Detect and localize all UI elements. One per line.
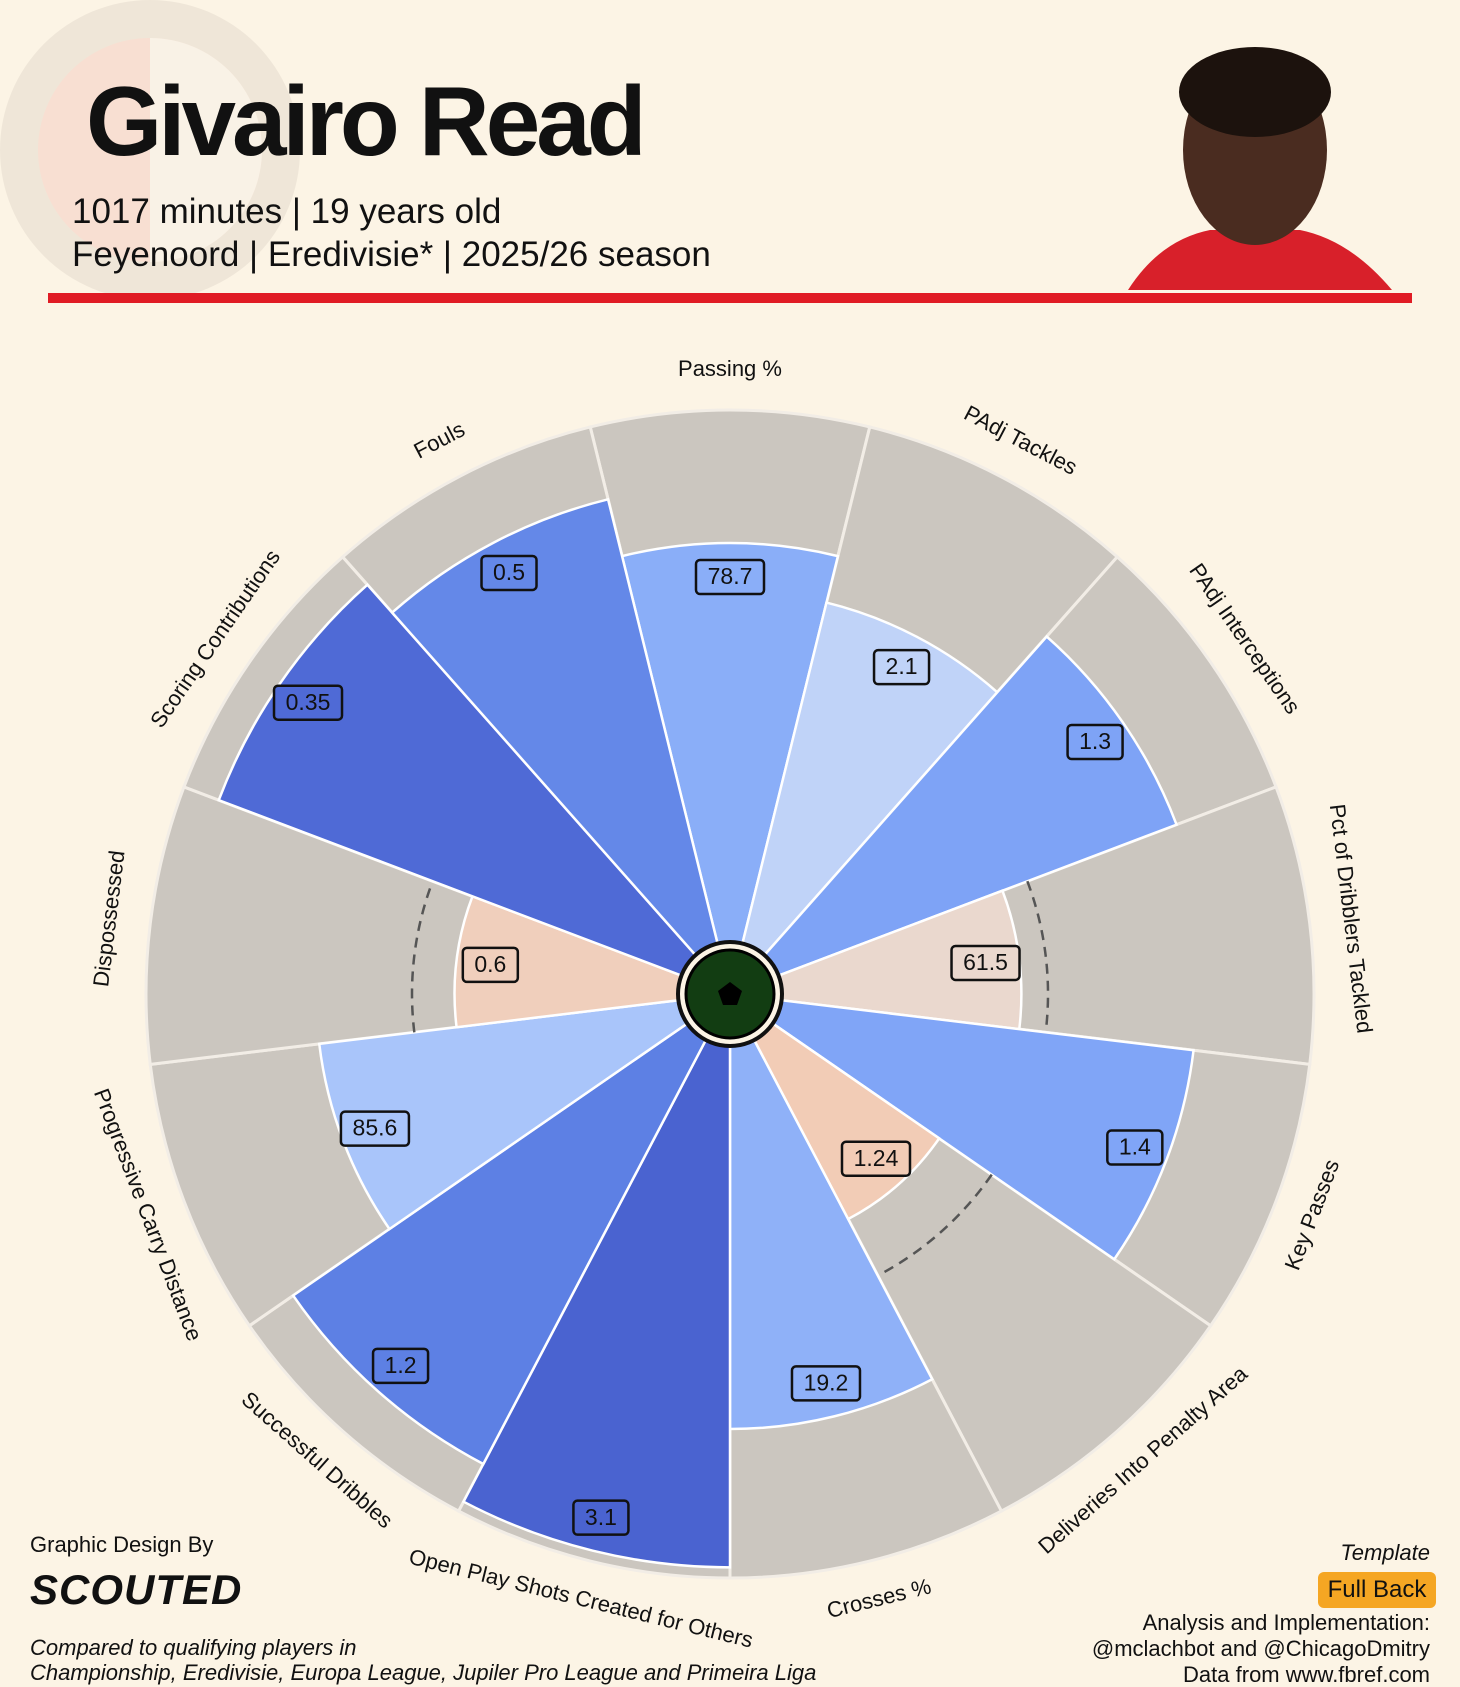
stat-box (950, 944, 1021, 982)
stat-label: 61.5 (963, 949, 1008, 975)
stat-box (790, 1365, 862, 1402)
header-rule (48, 293, 1412, 303)
stat-box (371, 1347, 430, 1385)
stat-label: 1.3 (1079, 728, 1111, 754)
stat-label: 1.2 (385, 1352, 417, 1378)
brand: SCOUTED (30, 1566, 242, 1613)
stat-label: 3.1 (585, 1504, 617, 1530)
credit: Graphic Design By (30, 1532, 213, 1557)
category-label: Passing % (678, 356, 782, 381)
stat-box (1106, 1129, 1164, 1166)
stat-label: 0.35 (286, 689, 331, 715)
stat-box (339, 1110, 411, 1147)
analysis: Analysis and Implementation: (1143, 1610, 1430, 1635)
analysis: Data from www.fbref.com (1183, 1662, 1430, 1687)
stat-box (1066, 723, 1124, 761)
stat-label: 85.6 (353, 1115, 398, 1141)
reference-arc (410, 880, 434, 1033)
stat-box (572, 1499, 630, 1536)
analysis: @mclachbot and @ChicagoDmitry (1092, 1636, 1430, 1661)
stat-box (480, 554, 538, 592)
stat-label: 0.6 (474, 951, 506, 977)
reference-arc (877, 1173, 993, 1277)
stat-box (840, 1140, 912, 1178)
subtitle: 1017 minutes | 19 years old (72, 192, 501, 231)
club-logo (0, 0, 300, 300)
template: Full Back (1328, 1576, 1428, 1603)
stat-box (461, 946, 520, 984)
player-photo (1128, 47, 1392, 290)
template-badge (1318, 1572, 1436, 1608)
note: Championship, Eredivisie, Europa League,… (30, 1660, 816, 1685)
stat-label: 1.24 (854, 1145, 899, 1171)
stat-label: 2.1 (886, 653, 918, 679)
stat-label: 78.7 (708, 563, 753, 589)
hub-pattern (718, 982, 742, 1005)
stat-label: 0.5 (493, 559, 525, 585)
stat-box (272, 684, 344, 721)
note: Compared to qualifying players in (30, 1635, 357, 1660)
stat-box (694, 558, 766, 596)
title: Givairo Read (86, 66, 643, 176)
stat-label: 19.2 (804, 1369, 849, 1395)
reference-arc (1026, 880, 1050, 1033)
stat-box (872, 648, 931, 686)
template-label: Template (1340, 1540, 1430, 1565)
stat-label: 1.4 (1119, 1134, 1151, 1160)
subtitle: Feyenoord | Eredivisie* | 2025/26 season (72, 235, 711, 274)
